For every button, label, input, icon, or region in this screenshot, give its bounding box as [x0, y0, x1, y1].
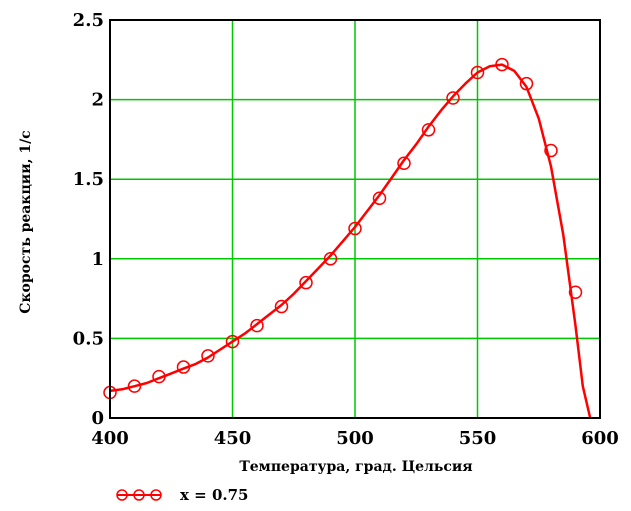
- data-point: [127, 379, 142, 393]
- legend-marker: [150, 489, 162, 501]
- data-point: [397, 156, 411, 171]
- data-point: [372, 191, 387, 206]
- data-point: [519, 76, 534, 91]
- x-axis-title: Температура, град. Цельсия: [239, 459, 472, 475]
- tick-labels: 400 450 500 550 600 0 0.5 1 1.5 2 2.5: [73, 10, 619, 449]
- y-tick-label: 2.5: [73, 10, 104, 31]
- legend-label: x = 0.75: [180, 486, 249, 504]
- data-point: [470, 65, 485, 80]
- data-point: [568, 285, 583, 299]
- x-tick-label: 450: [214, 428, 252, 449]
- x-tick-label: 550: [459, 428, 497, 449]
- x-tick-label: 500: [336, 428, 374, 449]
- data-point: [225, 334, 240, 349]
- y-tick-label: 0: [91, 408, 104, 429]
- x-tick-label: 400: [91, 428, 129, 449]
- y-tick-label: 2: [91, 90, 104, 111]
- data-point: [323, 252, 338, 266]
- data-point: [421, 123, 436, 137]
- data-point: [348, 221, 362, 236]
- grid-lines: [109, 19, 601, 419]
- legend: x = 0.75: [116, 486, 249, 504]
- data-point: [152, 369, 166, 384]
- data-point: [274, 299, 289, 314]
- plot-frame: [109, 19, 601, 419]
- y-tick-label: 1.5: [73, 169, 104, 190]
- data-point: [446, 91, 460, 105]
- legend-marker: [116, 489, 128, 501]
- x-tick-label: 600: [581, 428, 619, 449]
- y-tick-label: 1: [91, 249, 104, 270]
- series-line: [109, 63, 592, 419]
- plot-area: [103, 57, 592, 419]
- data-point: [201, 349, 215, 363]
- data-point: [495, 57, 509, 72]
- y-axis-title: Скорость реакции, 1/с: [18, 130, 34, 313]
- data-point: [544, 143, 558, 158]
- legend-marker: [133, 489, 145, 501]
- y-tick-label: 0.5: [73, 328, 104, 349]
- data-point: [299, 275, 313, 290]
- data-point: [250, 318, 264, 333]
- data-point: [176, 360, 191, 374]
